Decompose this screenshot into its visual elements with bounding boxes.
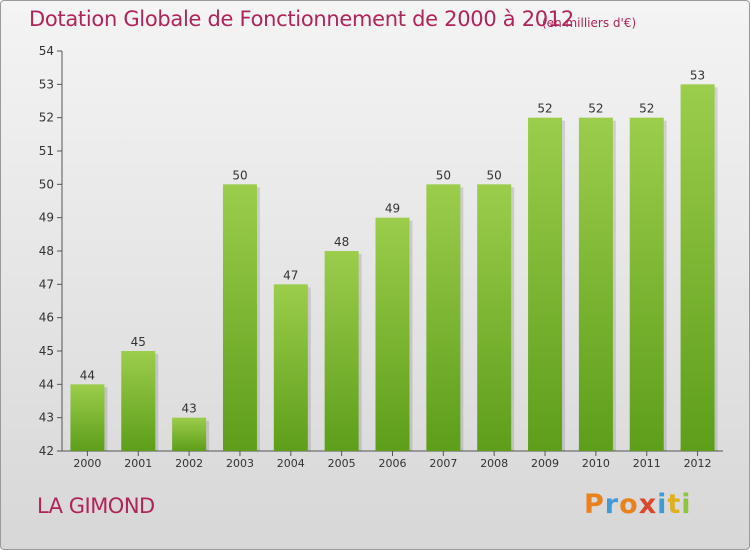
chart-title: Dotation Globale de Fonctionnement de 20… [29,7,574,31]
logo-letter: o [619,489,639,520]
bar-2007 [426,184,461,452]
y-tick-label: 44 [39,377,54,391]
x-tick-label: 2006 [379,457,407,470]
bar-2001 [121,351,156,451]
x-tick-label: 2012 [684,457,712,470]
value-label: 50 [487,168,502,182]
x-tick-label: 2000 [73,457,101,470]
x-tick-label: 2002 [175,457,203,470]
commune-name: LA GIMOND [37,494,155,518]
value-label: 45 [131,335,146,349]
y-tick-label: 47 [39,277,54,291]
y-tick-label: 45 [39,344,54,358]
y-tick-label: 49 [39,211,54,225]
value-label: 43 [181,402,196,416]
bar-2009 [528,117,563,452]
logo-letter: t [667,489,682,520]
y-tick-label: 48 [39,244,54,258]
value-label: 48 [334,235,349,249]
logo-letter: i [657,489,668,520]
x-tick-label: 2007 [429,457,457,470]
value-label: 50 [232,168,247,182]
y-tick-label: 43 [39,411,54,425]
proxiti-logo[interactable]: Proxiti [584,489,692,520]
bar-2008 [477,184,512,452]
value-label: 52 [588,102,603,116]
value-label: 49 [385,202,400,216]
value-labels: 44 45 43 50 47 48 49 50 50 52 52 52 53 [80,68,705,415]
value-label: 52 [537,102,552,116]
axes: 42 43 44 45 46 47 48 49 50 51 52 53 54 2000 2001 2002 20… [39,44,723,470]
logo-letter: P [584,489,605,520]
logo-letter: i [681,489,692,520]
x-tick-label: 2005 [328,457,356,470]
bar-2004 [273,284,308,451]
bar-2011 [629,117,664,452]
x-tick-label: 2009 [531,457,559,470]
bar-2005 [324,251,359,451]
value-label: 44 [80,368,95,382]
bar-2000 [70,384,105,451]
bars [70,84,718,452]
y-tick-label: 42 [39,444,54,458]
value-label: 53 [690,68,705,82]
y-tick-label: 52 [39,111,54,125]
x-tick-label: 2011 [633,457,661,470]
y-tick-label: 53 [39,77,54,91]
value-label: 52 [639,102,654,116]
bar-2003 [222,184,257,452]
chart-subtitle: (en milliers d'€) [542,16,637,30]
y-tick-label: 54 [39,44,54,58]
x-tick-label: 2010 [582,457,610,470]
x-tick-label: 2001 [124,457,152,470]
x-tick-label: 2008 [480,457,508,470]
y-tick-label: 46 [39,311,54,325]
value-label: 47 [283,268,298,282]
value-label: 50 [436,168,451,182]
bar-2006 [375,217,410,451]
logo-letter: x [638,489,658,520]
bar-2010 [578,117,613,452]
logo-letter: r [604,489,620,520]
y-tick-label: 51 [39,144,54,158]
bar-2002 [172,417,207,451]
y-tick-label: 50 [39,177,54,191]
bar-2012 [680,84,715,451]
x-tick-label: 2004 [277,457,305,470]
x-tick-label: 2003 [226,457,254,470]
